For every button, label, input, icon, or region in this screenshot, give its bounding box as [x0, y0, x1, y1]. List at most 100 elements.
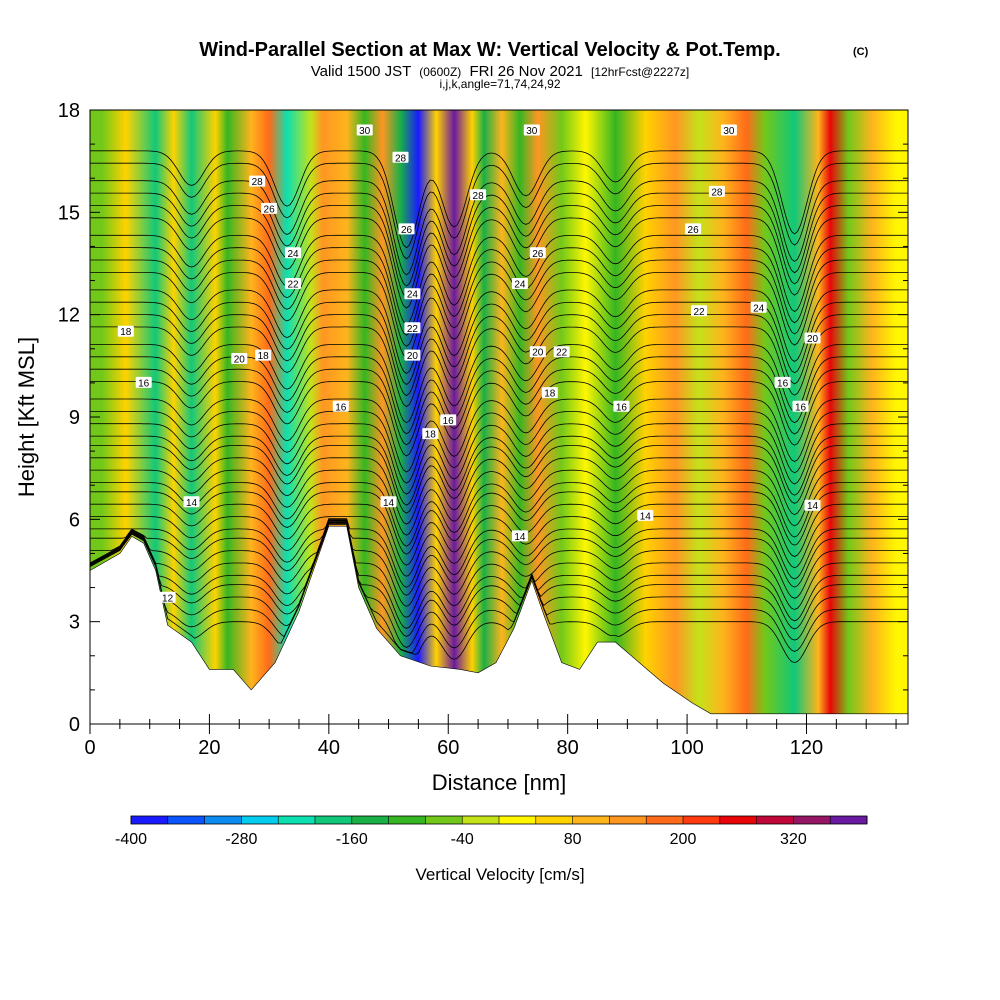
colorbar: -400 -280 -160 -40 80 200 320 — [115, 815, 868, 848]
colorbar-tick-label: 200 — [670, 831, 697, 848]
theta-label: 14 — [804, 499, 821, 512]
theta-label: 26 — [529, 247, 546, 260]
theta-label: 28 — [470, 189, 487, 202]
terrain-mask — [89, 525, 909, 725]
theta-contour — [90, 444, 908, 514]
theta-label: 16 — [135, 376, 152, 389]
colorbar-swatch — [131, 816, 169, 824]
theta-contour — [90, 314, 908, 397]
theta-contour — [90, 289, 908, 375]
colorbar-swatch — [425, 816, 463, 824]
theta-label: 16 — [774, 376, 791, 389]
theta-contour — [90, 503, 908, 566]
theta-label: 20 — [804, 332, 821, 345]
theta-label: 28 — [708, 185, 725, 198]
theta-contour — [90, 435, 908, 506]
theta-label-text: 30 — [526, 126, 538, 137]
theta-label: 26 — [685, 223, 702, 236]
theta-label-text: 20 — [807, 334, 819, 345]
y-tick-label: 0 — [69, 714, 80, 736]
theta-label: 18 — [422, 428, 439, 441]
colorbar-swatch — [572, 816, 610, 824]
colorbar-swatch — [388, 816, 426, 824]
x-tick-label: 120 — [790, 737, 823, 759]
theta-label: 28 — [249, 175, 266, 188]
theta-contour — [90, 381, 908, 457]
colorbar-swatch — [683, 816, 721, 824]
theta-label-text: 28 — [395, 153, 407, 164]
forecast-tag: [12hrFcst@2227z] — [591, 65, 689, 79]
theta-label-text: 14 — [186, 498, 198, 509]
colorbar-swatch — [756, 816, 794, 824]
colorbar-swatch — [535, 816, 573, 824]
x-tick-label: 80 — [557, 737, 579, 759]
y-tick-label: 3 — [69, 612, 80, 634]
copyright-mark: (C) — [853, 46, 869, 58]
theta-label-text: 20 — [532, 348, 544, 359]
theta-label: 18 — [255, 349, 272, 362]
valid-time-line: Valid 1500 JST (0600Z) FRI 26 Nov 2021 [… — [311, 63, 690, 80]
colorbar-tick-label: -160 — [336, 831, 368, 848]
theta-label: 24 — [404, 288, 421, 301]
theta-label-text: 30 — [723, 126, 735, 137]
theta-label-text: 14 — [514, 532, 526, 543]
x-tick-label: 0 — [84, 737, 95, 759]
theta-label: 14 — [511, 530, 528, 543]
theta-label: 30 — [356, 124, 373, 137]
theta-label-text: 22 — [556, 348, 568, 359]
theta-label-text: 26 — [401, 225, 413, 236]
chart-title: Wind-Parallel Section at Max W: Vertical… — [199, 39, 780, 61]
theta-label: 22 — [691, 305, 707, 318]
theta-contour — [90, 272, 908, 358]
theta-label-text: 24 — [287, 249, 299, 260]
theta-contour — [90, 205, 908, 298]
theta-contour — [90, 150, 908, 249]
theta-label-text: 16 — [335, 402, 347, 413]
theta-contour — [90, 522, 908, 648]
theta-label-text: 18 — [544, 389, 556, 400]
theta-contour — [90, 368, 908, 446]
velocity-field — [90, 110, 908, 724]
y-axis: 0 3 6 9 12 15 18 — [58, 100, 908, 736]
theta-contour — [90, 519, 908, 607]
theta-contour — [90, 521, 908, 629]
theta-label-text: 20 — [234, 355, 246, 366]
theta-label-text: 16 — [795, 402, 807, 413]
theta-contour — [90, 457, 908, 525]
theta-label: 16 — [332, 400, 349, 413]
theta-contour — [90, 398, 908, 473]
colorbar-swatch — [830, 816, 868, 824]
theta-contour — [90, 482, 908, 547]
theta-label-text: 16 — [777, 378, 789, 389]
theta-label-text: 14 — [807, 501, 819, 512]
potential-temperature-contours — [90, 150, 908, 664]
theta-contour — [90, 356, 908, 435]
theta-label: 22 — [285, 278, 301, 291]
theta-contour — [90, 520, 908, 618]
theta-label: 16 — [613, 400, 630, 413]
theta-label-text: 28 — [711, 187, 723, 198]
theta-label-text: 24 — [514, 280, 526, 291]
theta-label: 18 — [117, 325, 134, 338]
y-tick-label: 6 — [69, 509, 80, 531]
colorbar-swatch — [609, 816, 647, 824]
valid-utc: (0600Z) — [419, 65, 461, 79]
theta-label-text: 16 — [616, 402, 628, 413]
colorbar-swatch — [351, 816, 389, 824]
theta-label-text: 26 — [532, 249, 544, 260]
theta-label: 14 — [637, 509, 654, 522]
theta-label: 14 — [380, 496, 397, 509]
theta-label-text: 28 — [252, 177, 264, 188]
theta-label: 26 — [398, 223, 415, 236]
theta-label: 22 — [404, 322, 421, 335]
x-axis: 0 20 40 60 80 100 120 — [84, 714, 897, 759]
theta-contour — [90, 518, 908, 596]
theta-contour — [90, 192, 908, 287]
theta-label: 20 — [231, 353, 248, 366]
theta-label: 20 — [404, 349, 421, 362]
theta-contour — [90, 180, 908, 276]
colorbar-swatch — [499, 816, 537, 824]
theta-label: 18 — [541, 387, 558, 400]
theta-label-text: 20 — [407, 351, 419, 362]
colorbar-swatch — [315, 816, 353, 824]
